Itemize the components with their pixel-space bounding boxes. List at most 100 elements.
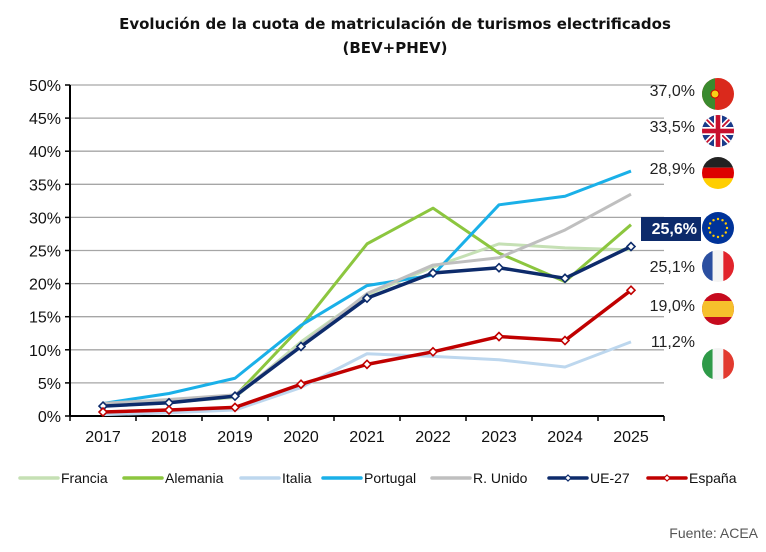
legend-label: Francia [61,470,108,486]
end-label-value: 25,6% [652,221,697,238]
flag-stripes [702,293,734,325]
flag-star [709,222,712,225]
end-label-portugal: 37,0% [650,78,734,110]
data-point [361,359,373,370]
flag-star [712,219,715,222]
data-point [559,273,571,284]
flag-star [709,231,712,234]
legend-label: España [689,470,737,486]
x-tick-label: 2023 [481,429,517,446]
data-point [295,341,307,352]
end-label-value: 28,9% [650,161,695,178]
data-point [361,293,373,304]
spain-flag-icon [702,293,734,325]
series-line [102,242,632,407]
source-note: Fuente: ACEA [669,525,758,541]
y-tick-label: 15% [29,310,61,327]
series-italia [102,340,632,417]
x-tick-label: 2025 [613,429,649,446]
end-label-value: 25,1% [650,259,695,276]
flag-star [724,222,727,225]
data-point [625,241,637,252]
end-labels: 37,0% 33,5% 28,9% 25,6% 25,1% 19,0% 11,2% [641,78,734,380]
chart-title: Evolución de la cuota de matriculación d… [119,15,671,33]
data-point [97,406,109,418]
flag-blue [702,212,734,244]
series-ue-27 [97,241,637,412]
flag-star [716,217,720,221]
flag-yellow [702,301,734,317]
y-tick-label: 50% [29,78,61,95]
series-line [102,340,632,417]
legend-item-italia: Italia [239,470,312,486]
flag-v-red [715,115,721,147]
flag-star [725,226,729,230]
y-tick-label: 40% [29,144,61,161]
end-label-francia: 25,1% [650,250,734,282]
flag-star [721,219,724,222]
data-point [229,402,241,413]
y-tick-label: 35% [29,177,61,194]
end-label-alemania: 28,9% [650,157,734,189]
end-label-value: 33,5% [650,119,695,136]
germany-flag-icon [702,157,734,189]
x-tick-label: 2019 [217,429,253,446]
flag-star [716,235,720,239]
legend-item-alemania: Alemania [122,470,224,486]
legend-item-francia: Francia [18,470,108,486]
end-label-italia: 11,2% [651,334,734,380]
legend-label: Italia [282,470,312,486]
uk-flag-icon [702,115,734,147]
x-tick-label: 2020 [283,429,319,446]
data-point [427,346,439,357]
legend-item-r-unido: R. Unido [430,470,528,486]
y-tick-label: 25% [29,244,61,261]
flag-star [721,234,724,237]
y-axis-ticks: 0% 5% 10% 15% 20% 25% 30% 35% 40% 45% 50% [29,78,70,426]
flag-stripes [702,348,734,380]
series-portugal [102,169,632,405]
flag-stripes [702,250,734,282]
flag-stripes [702,157,734,189]
flag-black [702,157,734,168]
flag-green [702,78,715,110]
flag-crosses [702,115,734,147]
data-point [493,262,505,273]
end-label-value: 11,2% [651,334,695,351]
end-label-value: 37,0% [650,83,695,100]
gridlines [70,84,664,384]
portugal-flag-icon [702,78,734,110]
flag-star [712,234,715,237]
legend-label: UE-27 [590,470,630,486]
x-tick-label: 2024 [547,429,583,446]
end-label-value: 19,0% [650,298,695,315]
legend-item-portugal: Portugal [321,470,416,486]
legend-item-espa-a: España [646,470,737,486]
data-point [493,331,505,342]
series-line [102,288,633,414]
flag-star [724,231,727,234]
series-francia [102,242,632,407]
flag-white [712,348,724,380]
legend-marker [564,474,572,482]
y-tick-label: 45% [29,111,61,128]
eu-flag-icon [702,212,734,244]
flag-star [707,226,711,230]
x-tick-label: 2017 [85,429,121,446]
legend-label: R. Unido [473,470,528,486]
flag-emblem [710,89,720,99]
x-tick-label: 2022 [415,429,451,446]
series-line [102,244,632,408]
data-point [295,379,307,390]
legend-label: Portugal [364,470,416,486]
series-espa-a [97,285,637,418]
data-point [427,267,439,279]
series-line [102,206,632,407]
flag-gold [702,178,734,189]
x-tick-label: 2021 [349,429,385,446]
flag-red [723,348,734,380]
end-label-highlight-box [641,217,701,241]
flag-red [702,167,734,179]
flag-red [723,250,734,282]
